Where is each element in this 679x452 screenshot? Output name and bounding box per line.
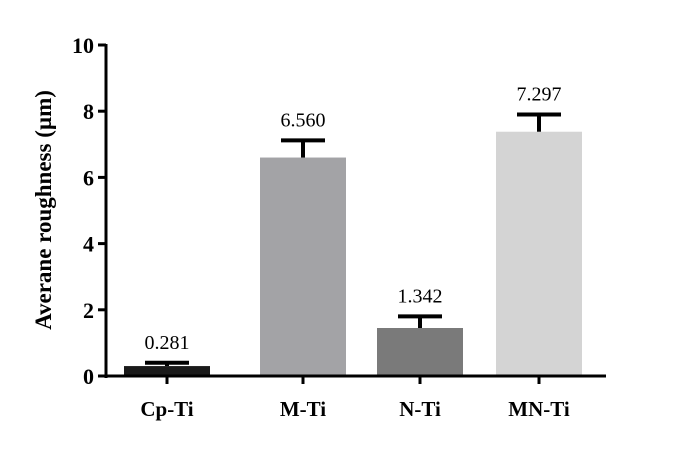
y-tick-label: 2 [83,298,94,323]
error-bars-layer [145,112,561,367]
bar-mn-ti [496,131,582,376]
y-axis-title: Averane roughness (µm) [31,90,56,330]
bars-layer [124,131,582,376]
y-tick-label: 6 [83,165,94,190]
x-tick-label: N-Ti [399,397,441,421]
axes-layer [98,43,606,384]
bar-n-ti [377,328,463,376]
y-tick-label: 4 [83,232,94,257]
x-tick-label: M-Ti [280,397,326,421]
y-tick-label: 8 [83,99,94,124]
bar-m-ti [260,157,346,376]
y-tick-label: 0 [83,364,94,389]
labels-layer: 0 2 4 6 8 10 Cp-Ti M-Ti N-Ti MN-Ti 0.281 6.560 1.342… [72,33,570,421]
bar-cp-ti [124,366,210,376]
y-tick-label: 10 [72,33,94,58]
x-tick-label: MN-Ti [508,397,570,421]
data-label-cp-ti: 0.281 [145,332,190,354]
data-label-mn-ti: 7.297 [517,84,562,106]
x-tick-label: Cp-Ti [140,397,193,421]
data-label-n-ti: 1.342 [398,285,443,307]
data-label-m-ti: 6.560 [281,109,326,131]
